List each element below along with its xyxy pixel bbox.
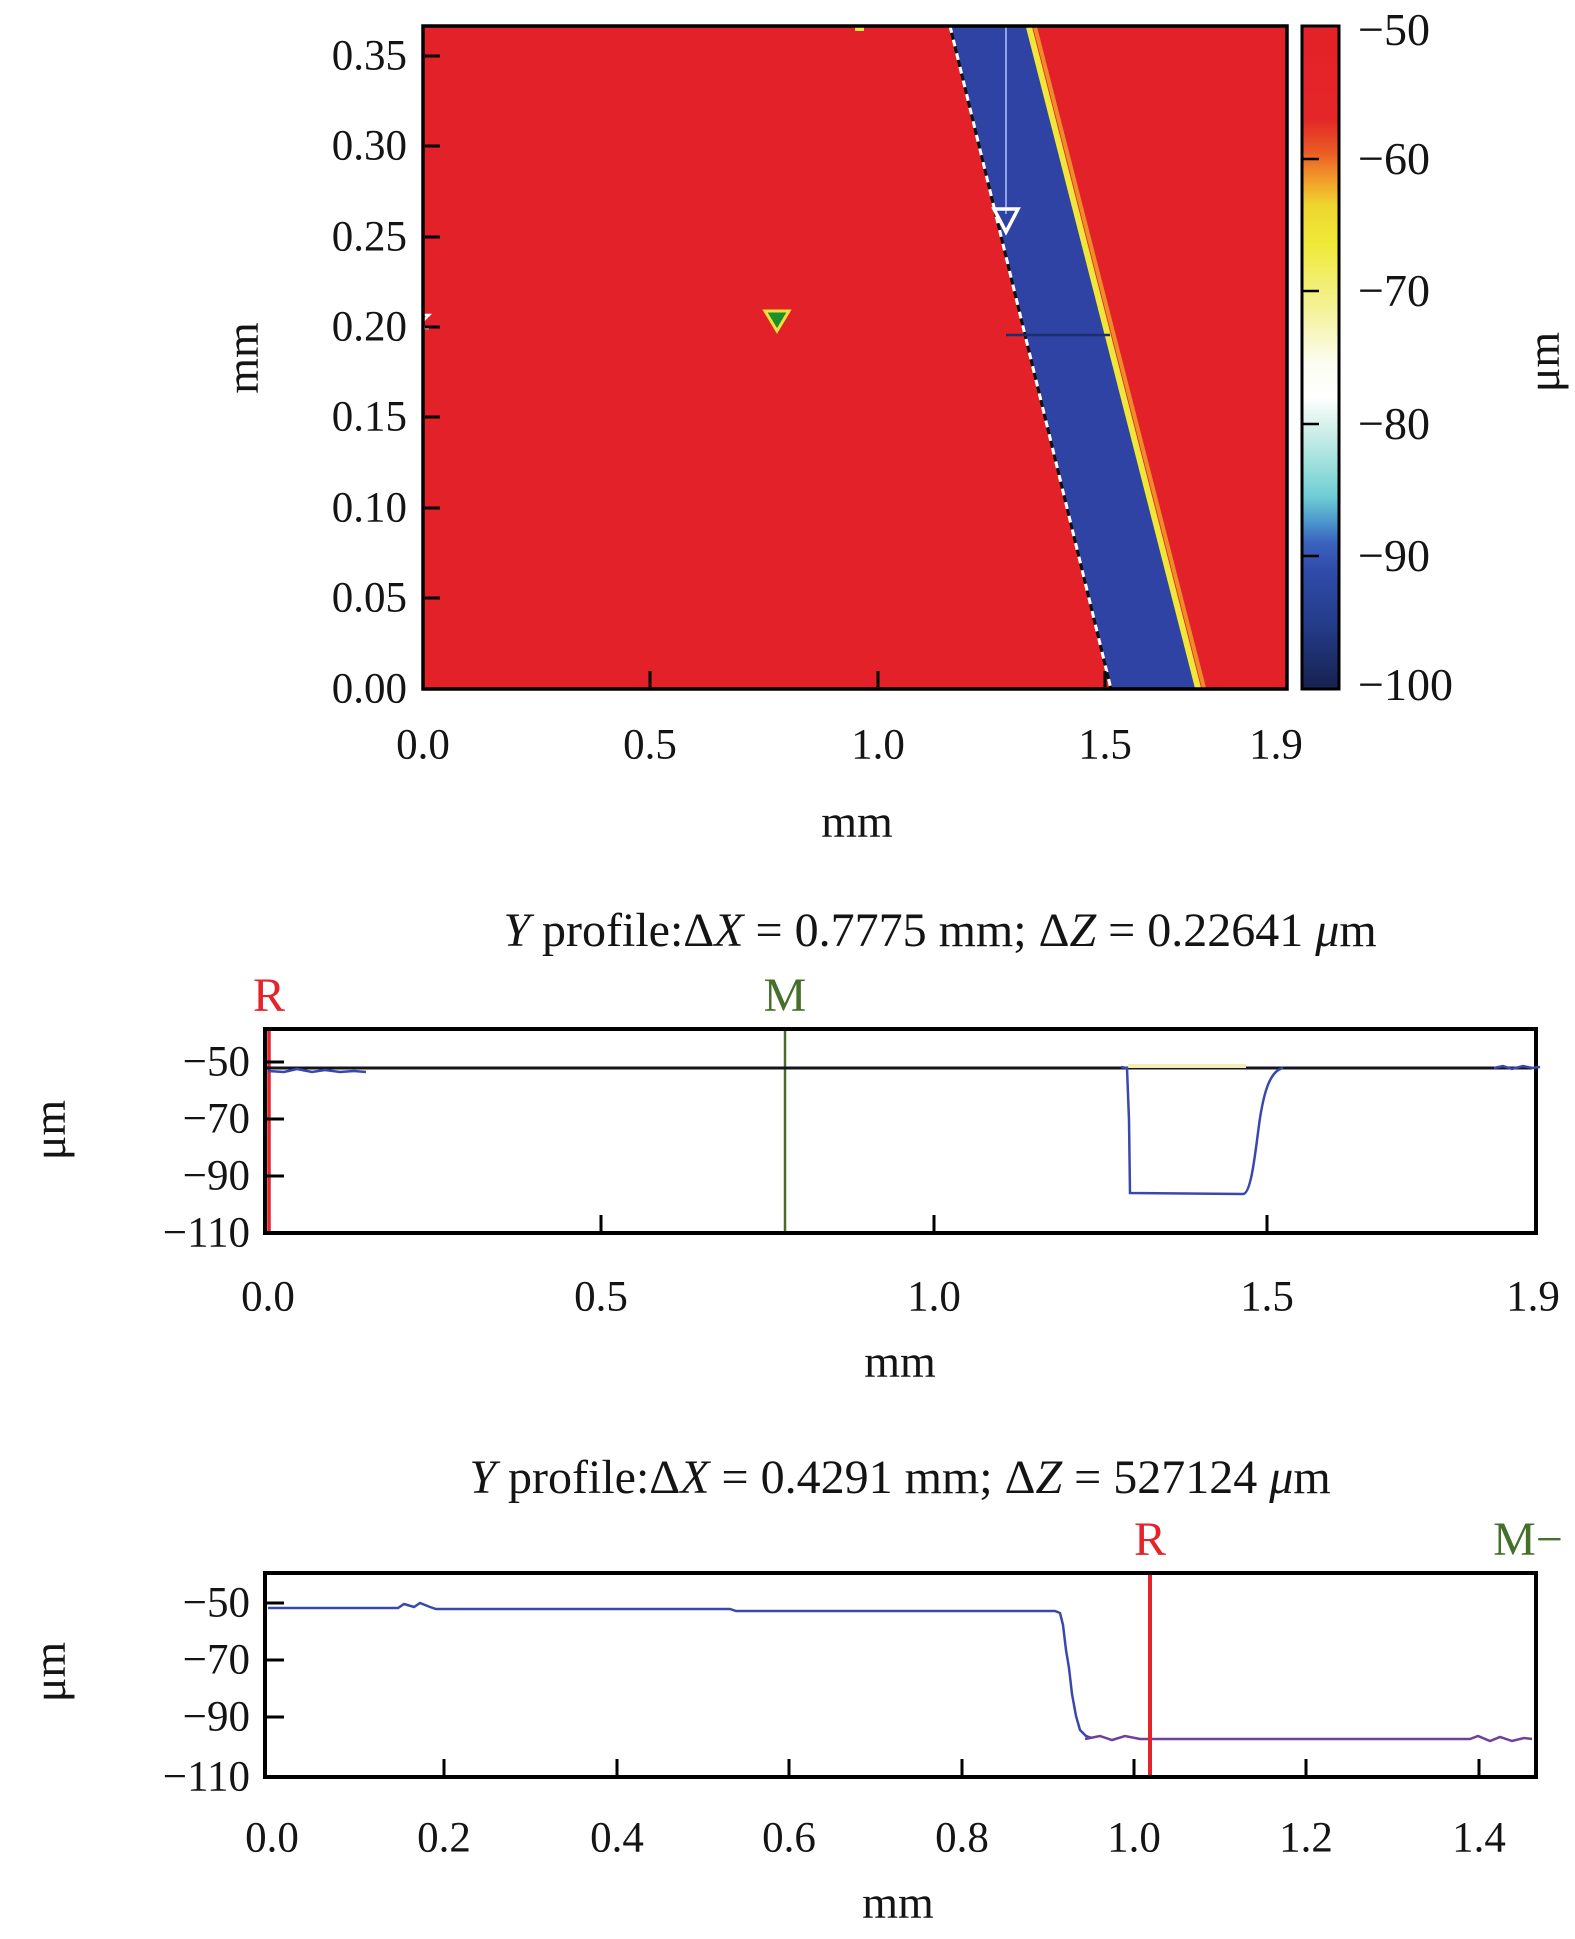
profile1-yticks — [267, 1060, 284, 1178]
profile1-trace-noise-right — [1493, 1064, 1541, 1071]
colorbar-tick-label: −60 — [1358, 133, 1430, 184]
heatmap-ytick-label: 0.00 — [331, 665, 407, 713]
profile1-m-cursor-label[interactable]: M — [763, 969, 807, 1022]
profile2-title-seg: μ — [1269, 1451, 1294, 1504]
profile1-title-seg: = 0.7775 mm; Δ — [743, 904, 1070, 957]
profile2-trace-purple — [1084, 1734, 1533, 1743]
profile1-xtick-label: 1.0 — [907, 1273, 961, 1321]
colorbar-tick-label: −100 — [1358, 659, 1453, 710]
profile2-xtick-label: 1.0 — [1107, 1814, 1161, 1862]
profile2-xtick-label: 0.0 — [245, 1814, 299, 1862]
heatmap-xticks — [648, 671, 1107, 687]
profile1-title-seg: = 0.22641 — [1096, 904, 1316, 957]
heatmap-frame — [421, 24, 1289, 691]
profile2-title-seg: = 527124 — [1062, 1451, 1270, 1504]
heatmap-ytick-label: 0.30 — [331, 122, 407, 170]
colorbar-tick-label: −90 — [1358, 530, 1430, 581]
profile1-ytick-label: −90 — [182, 1152, 250, 1200]
profile1-xlabel: mm — [864, 1336, 936, 1387]
profile2-frame — [263, 1571, 1538, 1779]
profile2-trace-blue — [268, 1601, 1093, 1740]
profile1-ytick-label: −110 — [162, 1209, 250, 1257]
profile1-r-cursor-label[interactable]: R — [252, 969, 286, 1022]
profile2-title-seg: Y — [469, 1451, 497, 1504]
groove-edge-yellow — [1026, 26, 1201, 689]
profile1-trace-groove — [1120, 1065, 1284, 1196]
profile2-ytick-label: −90 — [182, 1693, 250, 1741]
heatmap-ytick-label: 0.05 — [331, 574, 407, 622]
colorbar-gradient — [1300, 24, 1341, 691]
colorbar — [1300, 24, 1341, 691]
profile1-title: Y profile:ΔX = 0.7775 mm; ΔZ = 0.22641 μ… — [503, 904, 1377, 958]
profile2-ytick-label: −50 — [182, 1579, 250, 1627]
profile2-title-seg: = 0.4291 mm; Δ — [709, 1451, 1036, 1504]
heatmap-ytick-label: 0.15 — [331, 393, 407, 441]
heatmap-yticks — [425, 54, 440, 600]
colorbar-tick-label: −50 — [1358, 4, 1430, 55]
profile1-title-seg: Y — [503, 904, 531, 957]
profile1-ytick-label: −50 — [182, 1038, 250, 1086]
profile1-trace-noise-left — [267, 1067, 367, 1074]
profile2-title-seg: Z — [1035, 1451, 1063, 1504]
profile2-title-seg: X — [680, 1451, 710, 1504]
profile2-xtick-label: 1.2 — [1279, 1814, 1333, 1862]
heatmap-ytick-label: 0.25 — [331, 213, 407, 261]
profile2-xtick-label: 0.2 — [417, 1814, 471, 1862]
profile1-xtick-label: 1.5 — [1240, 1273, 1294, 1321]
groove-edge-dashed-black — [948, 25, 1113, 690]
cursor-triangle-white[interactable] — [991, 207, 1021, 236]
profile1-title-seg: m — [1339, 904, 1377, 957]
profile2-xlabel: mm — [862, 1877, 934, 1928]
profile2-xticks — [442, 1759, 1481, 1775]
profile2-title-seg: profile:Δ — [496, 1451, 681, 1504]
profile2-m-cursor-label[interactable]: M− — [1493, 1513, 1563, 1566]
profile1-ylabel: μm — [24, 1099, 75, 1161]
edge-artifact-speck — [855, 26, 864, 31]
profile2-ytick-label: −70 — [182, 1636, 250, 1684]
profile2-title-seg: m — [1293, 1451, 1331, 1504]
heatmap-ytick-label: 0.35 — [331, 32, 407, 80]
profile1-xtick-label: 0.0 — [241, 1273, 295, 1321]
profile2-r-cursor-label[interactable]: R — [1133, 1513, 1167, 1566]
heatmap-ytick-label: 0.20 — [331, 303, 407, 351]
profile2-xtick-label: 1.4 — [1452, 1814, 1506, 1862]
heatmap-xlabel: mm — [821, 796, 893, 847]
profile2-xtick-label: 0.8 — [935, 1814, 989, 1862]
profile1-title-seg: μ — [1315, 904, 1340, 957]
profile1-title-seg: Z — [1069, 904, 1097, 957]
heatmap-xtick-label: 0.0 — [396, 721, 450, 769]
heatmap-panel — [412, 24, 1289, 691]
groove-band — [950, 26, 1199, 689]
profile1-xticks — [599, 1215, 1269, 1231]
profile2-yticks — [267, 1601, 284, 1719]
heatmap-xtick-label: 0.5 — [623, 721, 677, 769]
groove-edge-dashed-white — [948, 25, 1113, 690]
groove-edge-orange — [1033, 26, 1206, 689]
profile1-title-seg: profile:Δ — [530, 904, 715, 957]
profile2-ytick-label: −110 — [162, 1753, 250, 1801]
profile2-xtick-label: 0.6 — [762, 1814, 816, 1862]
colorbar-ticks — [1303, 157, 1319, 558]
heatmap-xtick-label: 1.5 — [1078, 721, 1132, 769]
profile2-xtick-label: 0.4 — [590, 1814, 644, 1862]
heatmap-xtick-label: 1.9 — [1249, 721, 1303, 769]
profile1-panel — [263, 1027, 1541, 1235]
profile1-frame — [263, 1027, 1538, 1235]
profile1-xtick-label: 1.9 — [1506, 1273, 1560, 1321]
heatmap-xtick-label: 1.0 — [851, 721, 905, 769]
profile2-panel — [263, 1571, 1538, 1779]
profile1-xtick-label: 0.5 — [574, 1273, 628, 1321]
profile2-title: Y profile:ΔX = 0.4291 mm; ΔZ = 527124 μm — [469, 1451, 1331, 1505]
cursor-triangle-green[interactable] — [762, 309, 792, 334]
profile1-ytick-label: −70 — [182, 1095, 250, 1143]
profile1-title-seg: X — [714, 904, 744, 957]
colorbar-tick-label: −80 — [1358, 398, 1430, 449]
profile2-ylabel: μm — [24, 1641, 75, 1703]
colorbar-tick-label: −70 — [1358, 265, 1430, 316]
colorbar-unit-label: μm — [1518, 331, 1569, 393]
heatmap-ylabel: mm — [217, 322, 268, 394]
heatmap-ytick-label: 0.10 — [331, 484, 407, 532]
